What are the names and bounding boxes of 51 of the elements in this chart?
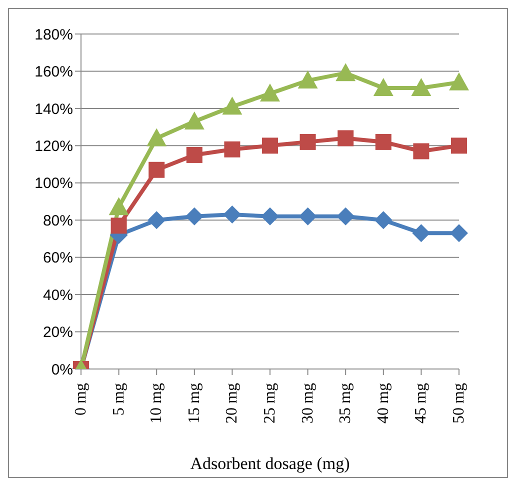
point — [336, 207, 355, 226]
point — [262, 138, 278, 154]
point — [261, 207, 279, 226]
x-tick-label: 50 mg — [450, 383, 468, 424]
y-tick-label: 140% — [34, 100, 73, 118]
point — [298, 70, 318, 89]
point — [411, 78, 432, 96]
point — [413, 143, 430, 160]
x-tick-label: 10 mg — [148, 383, 166, 424]
x-axis-title: Adsorbent dosage (mg) — [190, 454, 350, 473]
point — [222, 96, 242, 115]
x-tick-label: 0 mg — [72, 383, 90, 416]
point — [375, 134, 392, 150]
point — [412, 224, 430, 242]
x-tick-label: 25 mg — [262, 383, 278, 424]
point — [300, 134, 316, 150]
y-tick-label: 120% — [34, 138, 73, 155]
point — [148, 211, 166, 230]
point — [298, 207, 317, 226]
y-tick-label: 80% — [42, 212, 73, 230]
x-tick-label: 40 mg — [374, 383, 392, 424]
point — [449, 72, 469, 90]
x-tick-label: 30 mg — [299, 383, 316, 424]
point — [148, 162, 165, 178]
y-tick-label: 180% — [34, 26, 73, 44]
point — [260, 84, 280, 102]
point — [338, 130, 354, 146]
y-tick-label: 160% — [34, 64, 73, 81]
point — [450, 224, 468, 242]
point — [186, 146, 202, 163]
y-tick-label: 40% — [42, 286, 73, 304]
y-tick-label: 0% — [51, 361, 73, 378]
y-tick-label: 20% — [42, 324, 73, 342]
x-tick-label: 20 mg — [224, 383, 241, 424]
y-tick-label: 60% — [42, 250, 73, 267]
x-tick-label: 35 mg — [337, 383, 354, 424]
point — [224, 141, 240, 158]
point — [110, 218, 127, 234]
x-tick-label: 45 mg — [412, 383, 430, 424]
point — [374, 211, 392, 230]
point — [451, 138, 467, 154]
point — [184, 111, 204, 130]
point — [146, 128, 167, 146]
x-tick-label: 15 mg — [186, 383, 203, 424]
point — [185, 207, 204, 226]
x-tick-label: 5 mg — [110, 383, 128, 416]
point — [336, 63, 356, 82]
point — [373, 78, 394, 96]
point — [223, 206, 242, 224]
y-tick-label: 100% — [34, 175, 73, 192]
point — [108, 197, 129, 216]
